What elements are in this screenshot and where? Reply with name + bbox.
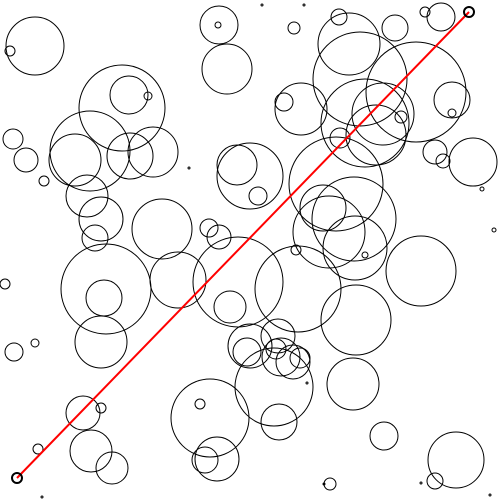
obstacle-circle xyxy=(312,31,408,127)
obstacle-circle xyxy=(419,481,423,485)
obstacle-circle xyxy=(361,251,369,259)
goal-point xyxy=(463,6,475,18)
obstacle-circle xyxy=(78,196,124,242)
obstacle-circle xyxy=(48,133,102,187)
obstacle-circle xyxy=(191,446,219,474)
obstacle-circle xyxy=(170,378,250,458)
obstacle-circle xyxy=(254,245,342,333)
obstacle-circle xyxy=(0,278,11,290)
obstacle-circle xyxy=(435,153,451,169)
obstacle-circle xyxy=(149,251,207,309)
obstacle-circle xyxy=(109,75,149,115)
obstacle-circle xyxy=(4,342,24,362)
obstacle-circle xyxy=(78,64,166,152)
obstacle-circle xyxy=(260,403,298,441)
obstacle-circle xyxy=(74,315,128,369)
obstacle-circle xyxy=(274,92,294,112)
obstacle-circle xyxy=(330,8,348,26)
obstacle-circle xyxy=(299,184,347,232)
obstacle-circle xyxy=(290,244,302,256)
obstacle-circle xyxy=(248,186,268,206)
obstacle-circle xyxy=(106,132,154,180)
obstacle-circle xyxy=(479,186,485,192)
obstacle-circle xyxy=(199,218,219,238)
obstacle-circle xyxy=(311,176,397,262)
obstacle-circle xyxy=(30,338,40,348)
obstacle-circle xyxy=(2,128,24,150)
obstacle-circle xyxy=(419,6,431,18)
obstacle-circle xyxy=(13,147,39,173)
obstacle-circle xyxy=(81,224,109,252)
obstacle-circle xyxy=(322,482,326,486)
obstacle-circle xyxy=(38,175,50,187)
obstacle-circle xyxy=(275,344,311,380)
obstacle-circle xyxy=(447,108,457,118)
obstacle-circle xyxy=(320,284,392,356)
obstacle-circle xyxy=(127,126,179,178)
obstacle-circle xyxy=(95,402,107,414)
obstacle-circle xyxy=(322,215,388,281)
obstacle-circle xyxy=(448,137,498,187)
obstacle-circle xyxy=(305,381,309,385)
planned-path xyxy=(16,11,470,479)
obstacle-circle xyxy=(369,421,399,451)
obstacle-circle xyxy=(292,195,366,269)
obstacle-circle xyxy=(199,5,239,45)
obstacle-circle xyxy=(365,41,467,143)
obstacle-circle xyxy=(234,347,314,427)
obstacle-circle xyxy=(345,104,407,166)
obstacle-circle xyxy=(289,347,311,369)
obstacle-circle xyxy=(394,110,408,124)
obstacle-circle xyxy=(426,472,444,490)
obstacle-circle xyxy=(216,142,284,210)
obstacle-circle xyxy=(206,224,232,250)
obstacle-circle xyxy=(274,82,328,136)
obstacle-circle xyxy=(194,436,240,482)
obstacle-circle xyxy=(232,337,262,367)
obstacle-circle xyxy=(213,290,247,324)
obstacle-circle xyxy=(320,78,410,168)
obstacle-circle xyxy=(433,81,471,119)
obstacle-circle xyxy=(5,16,65,76)
obstacle-circle xyxy=(287,21,301,35)
start-point xyxy=(11,472,23,484)
obstacle-circle xyxy=(329,127,351,149)
obstacle-circle xyxy=(427,431,485,489)
obstacle-circle xyxy=(491,227,497,233)
obstacle-circle xyxy=(69,429,113,473)
obstacle-circle xyxy=(49,110,131,192)
obstacle-circle xyxy=(201,43,253,95)
obstacle-circle xyxy=(227,323,273,369)
obstacle-circle xyxy=(326,357,380,411)
obstacle-circle xyxy=(385,235,457,307)
obstacle-circle xyxy=(381,14,409,42)
obstacle-circle xyxy=(488,493,492,497)
obstacle-circle xyxy=(323,477,337,491)
obstacle-circle xyxy=(302,3,306,7)
obstacle-circle xyxy=(422,139,448,165)
obstacle-circle xyxy=(214,21,222,29)
obstacle-circle xyxy=(288,136,384,232)
obstacle-circle xyxy=(131,198,193,260)
obstacle-circle xyxy=(260,3,264,7)
obstacle-circle xyxy=(143,91,153,101)
obstacle-circle xyxy=(194,398,206,410)
obstacle-circle xyxy=(187,166,191,170)
obstacle-circle xyxy=(317,12,381,76)
obstacle-circle xyxy=(351,82,415,146)
obstacle-circle xyxy=(261,337,301,377)
obstacle-circle xyxy=(95,451,129,485)
obstacle-circle xyxy=(65,174,109,218)
obstacle-circle xyxy=(32,443,44,455)
obstacle-circle xyxy=(40,495,44,499)
obstacle-circle xyxy=(4,45,16,57)
obstacle-circle xyxy=(216,144,258,186)
